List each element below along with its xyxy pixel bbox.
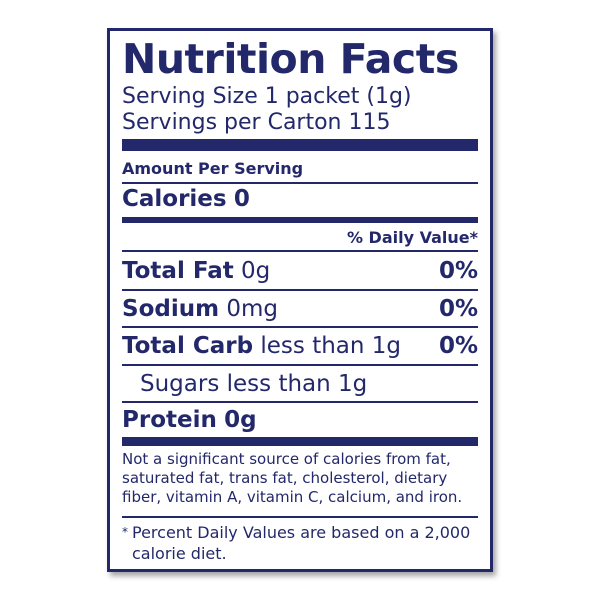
serving-size: Serving Size 1 packet (1g)	[122, 84, 412, 109]
nutrient-row-total-carb: Total Carb less than 1g 0%	[122, 332, 478, 360]
label-title: Nutrition Facts	[122, 35, 459, 83]
daily-value-header: % Daily Value*	[346, 228, 478, 247]
footnote: * Percent Daily Values are based on a 2,…	[122, 522, 478, 564]
sugars-row: Sugars less than 1g	[140, 371, 368, 397]
servings-per-container: Servings per Carton 115	[122, 110, 391, 135]
nutrient-amount: less than 1g	[260, 333, 402, 359]
nutrition-facts-label: Nutrition Facts Serving Size 1 packet (1…	[107, 28, 493, 572]
calories-label: Calories	[122, 186, 227, 212]
nutrient-name: Sodium	[122, 296, 220, 322]
nutrient-dv: 0%	[438, 333, 478, 359]
nutrient-row-sodium: Sodium 0mg 0%	[122, 295, 478, 323]
protein-name: Protein	[122, 407, 217, 433]
nutrient-dv: 0%	[438, 296, 478, 322]
divider	[122, 326, 478, 328]
divider	[122, 289, 478, 291]
calories-value: 0	[233, 186, 250, 212]
nutrient-dv: 0%	[438, 258, 478, 284]
nutrient-name: Total Carb	[122, 333, 254, 359]
protein-row: Protein 0g	[122, 406, 478, 434]
amount-per-serving: Amount Per Serving	[122, 159, 304, 178]
protein-amount: 0g	[224, 407, 257, 433]
calories-row: Calories 0	[122, 185, 478, 213]
divider	[122, 250, 478, 252]
divider	[122, 401, 478, 403]
nutrient-row-total-fat: Total Fat 0g 0%	[122, 257, 478, 285]
divider	[122, 364, 478, 366]
nutrient-amount: 0mg	[226, 296, 279, 322]
insignificant-sources-note: Not a significant source of calories fro…	[122, 450, 463, 506]
nutrient-amount: 0g	[241, 258, 271, 284]
nutrient-name: Total Fat	[122, 258, 234, 284]
medium-divider	[122, 217, 478, 223]
footnote-text: Percent Daily Values are based on a 2,00…	[132, 523, 471, 563]
thick-divider	[122, 139, 478, 151]
thick-divider	[122, 437, 478, 446]
divider	[122, 182, 478, 184]
divider	[122, 516, 478, 518]
footnote-asterisk: *	[122, 525, 128, 539]
